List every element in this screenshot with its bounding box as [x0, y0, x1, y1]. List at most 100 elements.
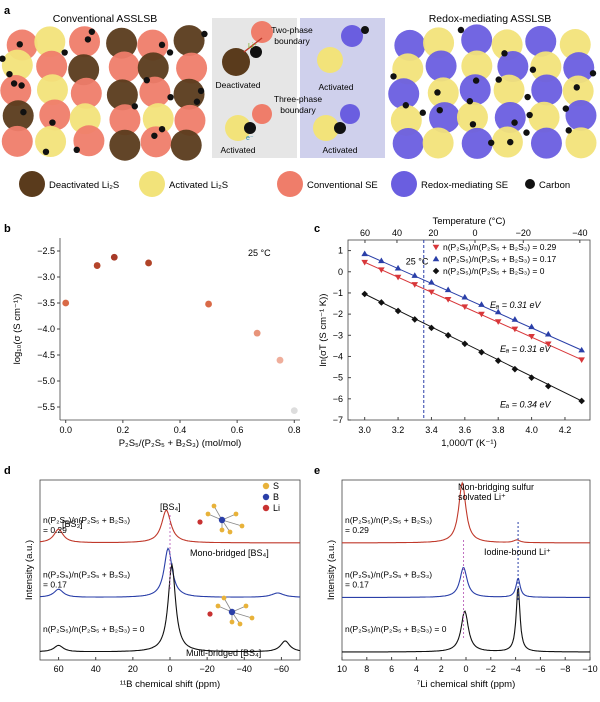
conventional-se-particle [251, 21, 273, 43]
carbon-particle [529, 66, 537, 73]
blocked-li-path [243, 37, 263, 53]
data-point-series-2 [578, 397, 585, 405]
panel-a-left-title: Conventional ASSLSB [53, 13, 158, 25]
data-point-series-1 [461, 293, 469, 300]
se-particle [137, 29, 169, 61]
activated-li2s-particle [422, 127, 454, 159]
data-point-series-2 [478, 348, 485, 356]
deactivated-li2s-particle [109, 129, 141, 161]
electron-label: e⁻ [246, 135, 254, 142]
x-axis-label: 1,000/T (K⁻¹) [441, 438, 497, 449]
se-particle [39, 99, 71, 131]
sulfur-atom [227, 529, 233, 535]
y-axis-label: Intensity (a.u.) [326, 540, 337, 600]
legend-marker-2 [432, 267, 440, 275]
y-tick-label: −1 [333, 288, 343, 298]
sulfur-atom [243, 603, 249, 609]
x-tick-label: 8 [364, 664, 369, 674]
data-point-series-2 [378, 299, 385, 306]
data-point-series-0 [528, 334, 535, 340]
activated-li2s-particle [390, 104, 422, 136]
x-axis-label: ¹¹B chemical shift (ppm) [120, 679, 220, 690]
legend-label-activated: Activated Li₂S [169, 180, 228, 191]
x-tick-label: 2 [439, 664, 444, 674]
data-point-series-1 [478, 301, 485, 307]
deactivated-label: Deactivated [216, 80, 261, 90]
x-tick-label: 6 [389, 664, 394, 674]
activated-li2s-particle [35, 126, 67, 158]
activated-li2s-particle [392, 53, 424, 85]
activated-label-tr: Activated [319, 82, 354, 92]
redox-cathode-illustration [388, 24, 597, 159]
boron-atom [228, 608, 236, 616]
carbon-particle [436, 106, 443, 114]
x-tick-label: 3.6 [459, 425, 472, 435]
interface-schematic: Li⁺ Deactivated Two-phase boundary e⁻ Ac… [216, 21, 369, 155]
y-tick-label: −4.0 [37, 324, 55, 334]
carbon-particle [524, 93, 531, 101]
y-tick-label: −3.5 [37, 298, 55, 308]
conventional-interface-box [212, 18, 297, 158]
data-point-series-1 [494, 308, 502, 315]
sulfur-atom [211, 503, 217, 509]
y-axis-label: log₁₀(σ (S cm⁻¹)) [12, 294, 23, 365]
y-axis-label: ln(σT (S cm⁻¹ K)) [318, 294, 329, 367]
activated-label-br: Activated [323, 145, 358, 155]
carbon-particle [419, 109, 426, 116]
y-tick-label: −6 [333, 394, 343, 404]
data-point-series-2 [511, 365, 519, 373]
trace-label-2: n(P₂S₅)/n(P₂S₅ + B₂S₃) = 0 [345, 624, 447, 634]
redox-se-particle [340, 104, 360, 124]
carbon-particle [18, 82, 25, 89]
top-tick-label: 0 [472, 228, 477, 238]
se-particle [425, 50, 457, 82]
panel-a-right-title: Redox-mediating ASSLSB [429, 13, 552, 25]
carbon-particle [131, 103, 138, 110]
ea-label-0: Eₐ = 0.31 eV [490, 300, 542, 310]
data-point-series-0 [494, 319, 502, 325]
deactivated-li2s-particle [2, 100, 34, 132]
carbon-particle [0, 55, 6, 62]
atom-legend-dot-s [262, 482, 270, 490]
y-tick-label: −7 [333, 415, 343, 425]
carbon-particle [166, 49, 174, 56]
data-point-series-2 [528, 374, 535, 381]
se-particle [0, 75, 32, 107]
carbon-particle [84, 36, 92, 43]
x-tick-label: 0.2 [117, 425, 130, 435]
sulfur-atom [239, 523, 245, 529]
mono-bridged-molecule [197, 503, 245, 535]
deactivated-li2s-particle [106, 27, 138, 59]
top-tick-label: 40 [392, 228, 402, 238]
x-tick-label: −4 [510, 664, 520, 674]
carbon-particle [523, 129, 530, 136]
bond [231, 611, 253, 619]
data-point-series-2 [394, 307, 402, 315]
se-particle [494, 102, 526, 134]
x-tick-label: 0 [463, 664, 468, 674]
activated-li2s-particle [493, 74, 525, 106]
se-particle [530, 127, 562, 159]
carbon-particle [457, 26, 465, 34]
y-tick-label: −5.5 [37, 402, 55, 412]
x-tick-label: 20 [128, 664, 138, 674]
sulfur-atom [215, 603, 221, 609]
trace-label-0-b: = 0.29 [43, 525, 67, 535]
data-point-series-1 [411, 272, 419, 278]
data-point-series-2 [428, 324, 435, 332]
legend-label-0: n(P₂S₅)/n(P₂S₅ + B₂S₃) = 0.29 [443, 242, 557, 252]
data-point-series-0 [411, 282, 419, 288]
data-point-series-0 [578, 357, 585, 363]
carbon-particle [42, 148, 50, 155]
legend-label-1: n(P₂S₅)/n(P₂S₅ + B₂S₃) = 0.17 [443, 254, 557, 264]
trace-label-1: n(P₂S₅)/n(P₂S₅ + B₂S₃) [43, 569, 130, 579]
x-tick-label: 3.4 [425, 425, 438, 435]
sulfur-atom [237, 621, 243, 627]
trace-label-1-b: = 0.17 [43, 579, 67, 589]
boron-atom [218, 516, 226, 524]
spectrum-trace-0 [342, 481, 590, 544]
carbon-particle [20, 108, 27, 116]
data-point [62, 299, 70, 307]
data-point-series-1 [444, 286, 452, 293]
